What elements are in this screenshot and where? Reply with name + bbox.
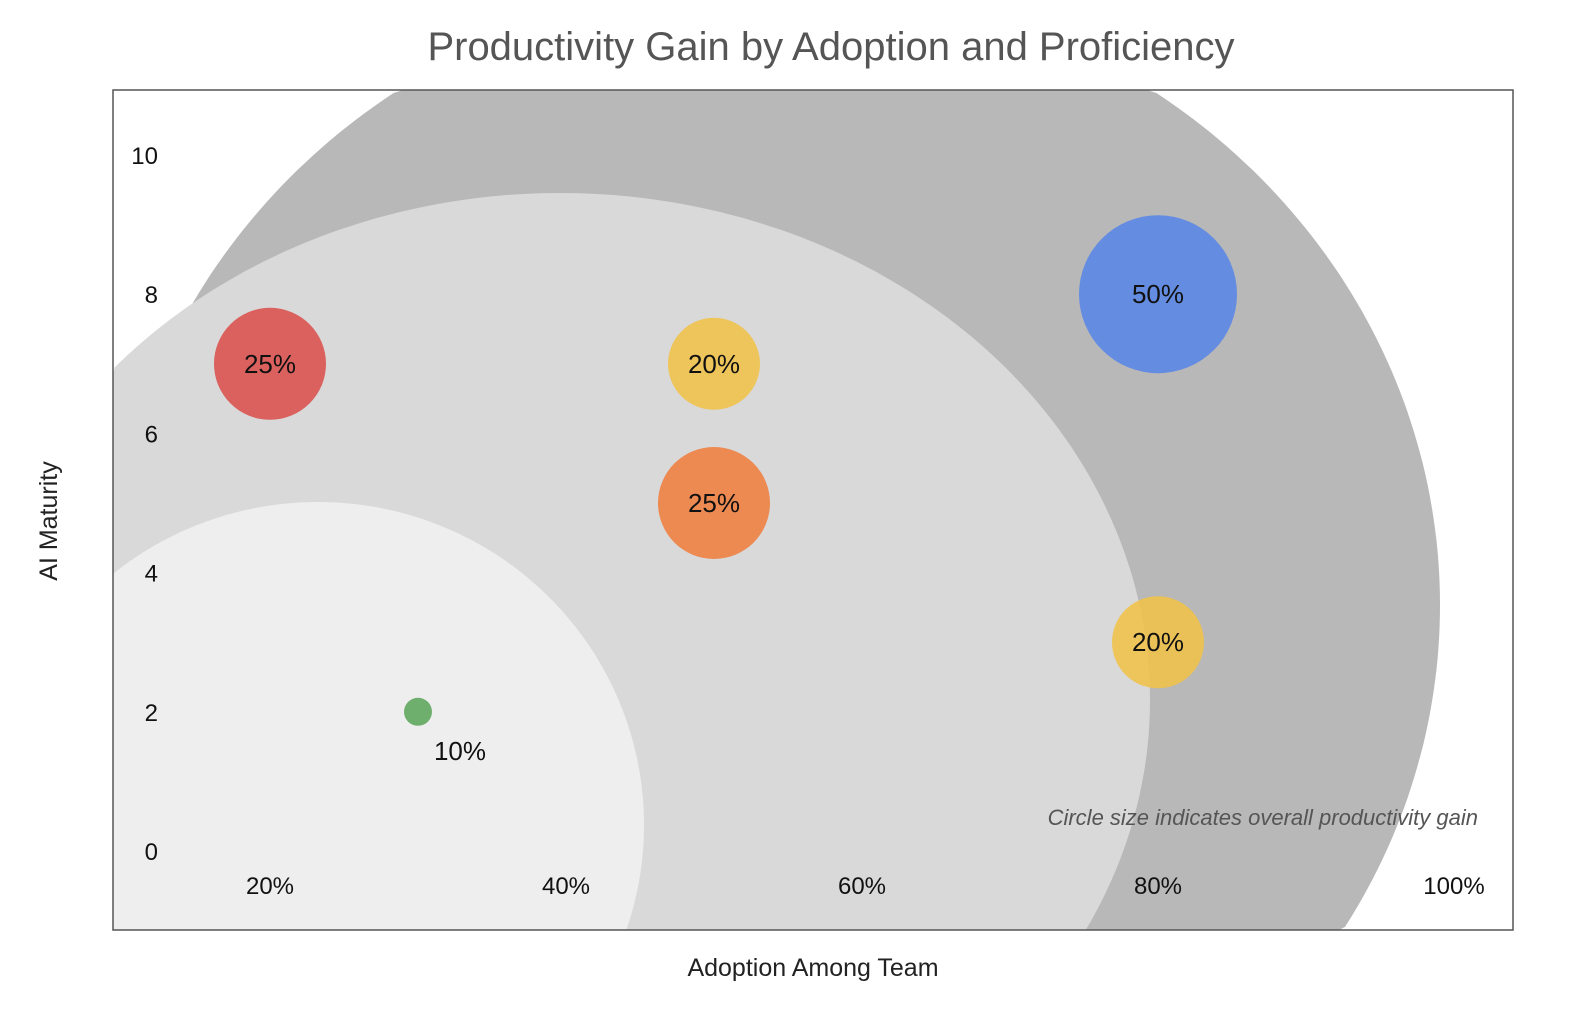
bubble: [1112, 596, 1204, 689]
y-tick-label: 10: [131, 143, 158, 170]
bubble-label: 20%: [1132, 627, 1184, 657]
bubble: [404, 697, 432, 726]
chart-title: Productivity Gain by Adoption and Profic…: [427, 25, 1234, 69]
x-tick-label: 60%: [838, 873, 886, 900]
y-tick-label: 2: [145, 700, 158, 727]
y-tick-label: 6: [145, 421, 158, 448]
x-tick-label: 100%: [1423, 873, 1484, 900]
y-tick-label: 0: [145, 839, 158, 866]
bubble: [1079, 215, 1237, 374]
bubble: [214, 307, 326, 420]
bubble-label: 50%: [1132, 279, 1184, 309]
y-tick-label: 4: [145, 561, 158, 588]
x-tick-label: 40%: [542, 873, 590, 900]
bubble: [658, 447, 770, 559]
plot-frame: [112, 89, 1514, 931]
bubble-label: 25%: [688, 488, 740, 518]
background-region-inner: [113, 502, 644, 930]
x-tick-label: 80%: [1134, 873, 1182, 900]
y-tick-label: 8: [145, 282, 158, 309]
x-axis-label: Adoption Among Team: [687, 954, 938, 982]
bubble-label: 20%: [688, 349, 740, 379]
bubble-label: 10%: [434, 736, 486, 766]
background-regions: [113, 90, 1440, 930]
y-axis-label: AI Maturity: [35, 461, 63, 581]
size-annotation: Circle size indicates overall productivi…: [1048, 805, 1478, 830]
bubble: [668, 317, 760, 410]
bubble-label: 25%: [244, 349, 296, 379]
x-tick-label: 20%: [246, 873, 294, 900]
